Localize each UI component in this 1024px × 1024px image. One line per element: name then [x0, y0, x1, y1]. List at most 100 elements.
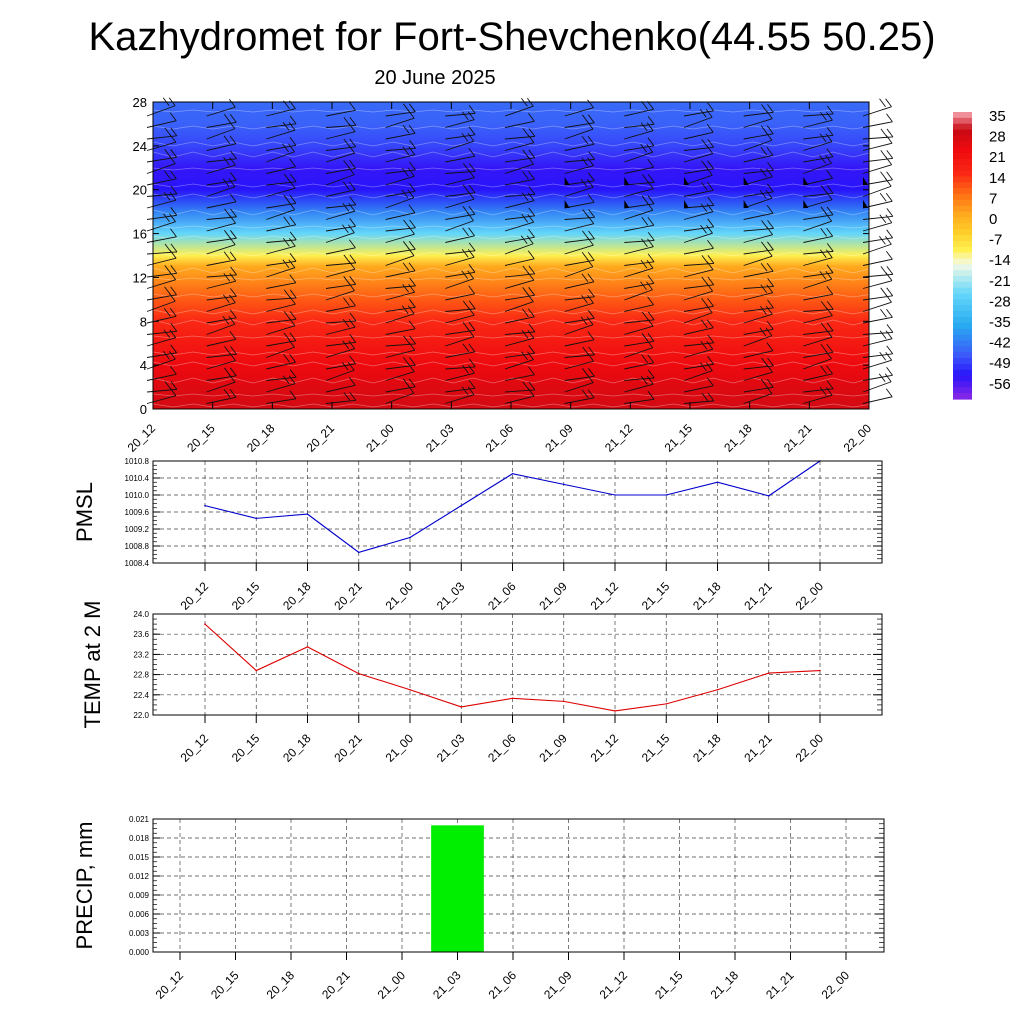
- wind-barb-staff: [206, 164, 236, 174]
- wind-barb-flag: [647, 311, 655, 321]
- wind-barb-staff: [743, 176, 773, 186]
- wind-barb-flag: [342, 181, 350, 191]
- wind-barb-flag: [409, 357, 416, 366]
- wind-barb-flag: [467, 270, 475, 280]
- wind-barb-flag: [401, 167, 409, 177]
- wind-barb-staff: [266, 282, 296, 289]
- wind-barb: [206, 193, 237, 209]
- wind-barb-flag: [766, 183, 774, 193]
- wind-barb-staff: [325, 174, 355, 186]
- wind-barb: [862, 171, 893, 186]
- wind-barb-staff: [325, 384, 356, 393]
- wind-barb: [266, 338, 295, 358]
- wind-barb: [803, 386, 833, 404]
- wind-barb-staff: [266, 340, 296, 347]
- wind-barb-flag: [647, 369, 655, 379]
- wind-barb: [743, 168, 773, 186]
- wind-barb-flag: [289, 353, 296, 363]
- wind-barb: [624, 259, 654, 278]
- wind-barb-flag: [462, 364, 469, 374]
- heatmap-contour: [152, 403, 874, 408]
- wind-barb-staff: [803, 278, 833, 289]
- wind-barb-flag: [766, 263, 774, 272]
- wind-barb-flag: [527, 192, 535, 202]
- wind-barb-flag: [349, 138, 357, 148]
- wind-barb-flag: [766, 379, 774, 388]
- wind-barb-flag: [222, 294, 230, 303]
- wind-barb-flag: [527, 308, 535, 318]
- colorbar-segment: [953, 246, 972, 254]
- wind-barb-staff: [206, 143, 236, 151]
- wind-barb-staff: [803, 162, 832, 174]
- wind-barb-staff: [266, 267, 296, 278]
- wind-barb: [504, 351, 534, 370]
- wind-barb-flag: [826, 185, 834, 194]
- wind-barb-staff: [385, 349, 415, 358]
- wind-barb-flag: [283, 216, 291, 226]
- colorbar-segment: [953, 358, 972, 365]
- wind-barb-staff: [325, 152, 355, 163]
- wind-barb-staff: [206, 338, 236, 347]
- wind-barb: [862, 388, 893, 404]
- wind-barb-flag: [407, 167, 415, 177]
- wind-barb-staff: [206, 186, 236, 197]
- wind-barb-flag: [170, 149, 177, 158]
- wind-barb-staff: [504, 279, 534, 289]
- colorbar-segment: [953, 112, 972, 119]
- wind-barb-staff: [146, 315, 177, 324]
- wind-barb-flag: [766, 342, 774, 352]
- wind-barb-flag: [886, 367, 893, 376]
- wind-barb: [803, 191, 833, 209]
- x-tick-label: 21_15: [639, 731, 673, 765]
- wind-barb-flag: [402, 262, 410, 272]
- wind-barb-flag: [587, 389, 595, 399]
- wind-barb-staff: [624, 282, 654, 289]
- colorbar-segment: [953, 176, 972, 183]
- data-point: [562, 700, 565, 703]
- wind-barb-staff: [683, 232, 713, 243]
- wind-barb-flag: [588, 151, 595, 160]
- wind-barb: [743, 189, 773, 209]
- wind-barb-flag: [587, 310, 595, 319]
- wind-barb: [445, 306, 475, 324]
- wind-barb: [206, 251, 237, 266]
- wind-barb: [862, 192, 893, 209]
- wind-barb: [325, 102, 356, 117]
- wind-barb: [325, 392, 357, 404]
- wind-barb-flag: [826, 111, 833, 121]
- wind-barb-flag: [528, 149, 536, 159]
- colorbar-segment: [953, 129, 972, 137]
- wind-barb-staff: [803, 119, 833, 128]
- wind-barb: [206, 388, 237, 404]
- wind-barb-pennant: [564, 200, 570, 208]
- x-tick-label: 21_18: [721, 421, 755, 455]
- wind-barb-flag: [641, 217, 649, 226]
- wind-barb-flag: [169, 271, 177, 280]
- wind-barb-flag: [289, 289, 297, 299]
- wind-barb-flag: [646, 317, 654, 327]
- x-tick-label: 21_00: [363, 421, 397, 455]
- wind-barb-flag: [169, 329, 177, 339]
- wind-barb: [683, 145, 714, 163]
- colorbar-label: 21: [989, 149, 1006, 166]
- data-point: [409, 688, 411, 691]
- wind-barb-flag: [819, 249, 827, 259]
- wind-barb-flag: [886, 345, 894, 355]
- wind-barb: [385, 189, 415, 209]
- colorbar-segment: [953, 369, 972, 377]
- wind-barb-flag: [407, 109, 415, 119]
- wind-barb-flag: [706, 181, 714, 191]
- colorbar-segment: [953, 199, 972, 207]
- wind-barb-pennant: [684, 200, 689, 208]
- wind-barb-flag: [647, 232, 655, 241]
- wind-barb: [325, 123, 356, 140]
- wind-barb-staff: [266, 187, 296, 197]
- wind-barb-staff: [266, 245, 296, 255]
- wind-barb-flag: [282, 259, 290, 268]
- wind-barb-staff: [504, 105, 534, 117]
- wind-barb: [266, 121, 296, 140]
- wind-barb-flag: [826, 307, 833, 317]
- wind-barb: [385, 363, 415, 381]
- wind-barb-flag: [765, 327, 773, 337]
